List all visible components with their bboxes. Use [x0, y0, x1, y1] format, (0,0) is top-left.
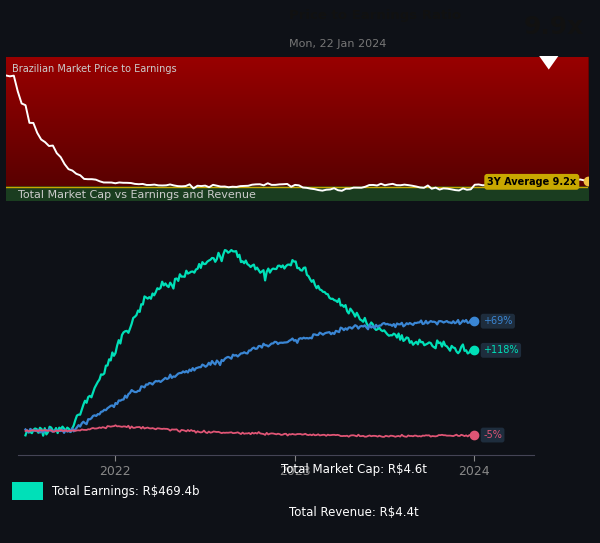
Text: Total Market Cap vs Earnings and Revenue: Total Market Cap vs Earnings and Revenue — [18, 190, 256, 200]
Text: 3Y Average 9.2x: 3Y Average 9.2x — [487, 177, 577, 187]
FancyBboxPatch shape — [12, 482, 43, 500]
Text: Brazilian Market Price to Earnings: Brazilian Market Price to Earnings — [12, 64, 176, 74]
Text: +69%: +69% — [483, 316, 512, 326]
Text: Total Revenue: R$4.4t: Total Revenue: R$4.4t — [289, 507, 419, 520]
Text: 9.9x: 9.9x — [524, 16, 584, 40]
Polygon shape — [539, 56, 559, 70]
Text: Total Earnings: R$469.4b: Total Earnings: R$469.4b — [52, 484, 199, 497]
Text: Price to Earnings Ratio: Price to Earnings Ratio — [289, 9, 461, 22]
Text: Mon, 22 Jan 2024: Mon, 22 Jan 2024 — [289, 39, 386, 49]
Text: -5%: -5% — [483, 430, 502, 440]
Text: Total Market Cap: R$4.6t: Total Market Cap: R$4.6t — [281, 463, 427, 476]
Text: +118%: +118% — [483, 345, 518, 355]
